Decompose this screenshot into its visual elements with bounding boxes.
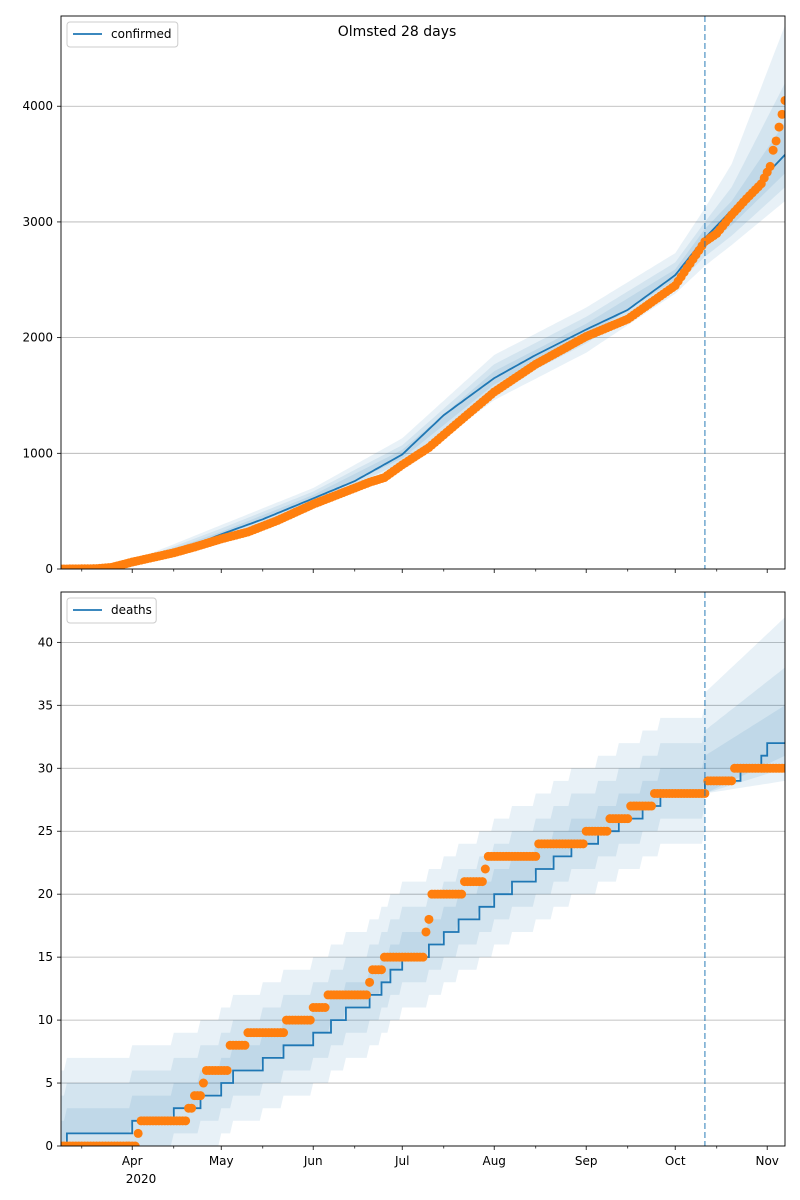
observed-point	[424, 914, 434, 924]
x-tick-label: Sep	[575, 1154, 598, 1168]
legend: deaths	[66, 597, 157, 624]
panel-confirmed: 0 1000 2000 3000 4000 confirmed	[22, 15, 786, 576]
observed-point	[768, 145, 778, 155]
observed-point	[623, 814, 633, 824]
x-tick-label: Apr	[122, 1154, 143, 1168]
x-tick-label: Jun	[303, 1154, 323, 1168]
observed-point	[240, 1040, 250, 1050]
observed-point	[765, 161, 775, 171]
observed-point	[477, 877, 487, 887]
legend: confirmed	[66, 21, 179, 48]
plot-frame	[60, 591, 786, 1147]
confirmed-model-line	[61, 154, 785, 569]
observed-point	[376, 965, 386, 975]
deaths-band-1	[61, 705, 705, 1146]
y-tick-label: 1000	[22, 446, 53, 460]
observed-point	[418, 952, 428, 962]
deaths-forecast-band-3	[704, 705, 785, 794]
legend-box	[66, 597, 157, 624]
deaths-forecast-band-2	[704, 667, 785, 794]
plot-frame	[60, 15, 786, 570]
y-tick-label: 0	[45, 562, 53, 576]
y-tick-label: 25	[38, 824, 53, 838]
y-tick-label: 3000	[22, 215, 53, 229]
y-tick-label: 35	[38, 698, 53, 712]
plot-area	[61, 617, 785, 1146]
legend-label: deaths	[111, 603, 152, 617]
observed-point	[187, 1103, 197, 1113]
y-tick-label: 5	[45, 1076, 53, 1090]
observed-point	[198, 1078, 208, 1088]
x-tick-label: Nov	[755, 1154, 778, 1168]
uncertainty-band-3	[61, 122, 785, 569]
y-tick-label: 40	[38, 635, 53, 649]
x-tick-label: Aug	[482, 1154, 505, 1168]
deaths-band-3	[61, 755, 705, 1146]
observed-point	[480, 864, 490, 874]
y-tick-label: 30	[38, 761, 53, 775]
chart-title: Olmsted 28 days	[338, 24, 457, 40]
observed-point	[133, 1128, 143, 1138]
observed-point	[222, 1065, 232, 1075]
observed-point	[457, 889, 467, 899]
observed-point	[780, 763, 785, 773]
plot-area	[61, 25, 785, 569]
legend-label: confirmed	[111, 27, 172, 41]
x-tick-label: Oct	[665, 1154, 686, 1168]
observed-point	[365, 977, 375, 987]
observed-point	[774, 122, 784, 132]
observed-point	[421, 927, 431, 937]
panel-deaths: 0 5 10 15 20 25 30 35 40 Apr May Jun Jul Aug Sep Oct Nov…	[38, 591, 786, 1168]
observed-point	[320, 1003, 330, 1012]
observed-point	[305, 1015, 315, 1025]
uncertainty-band-1	[61, 25, 785, 569]
y-tick-label: 4000	[22, 99, 53, 113]
deaths-forecast-band-1	[704, 617, 785, 794]
observed-point	[602, 826, 612, 836]
observed-point	[195, 1091, 205, 1101]
deaths-band-2	[61, 730, 705, 1146]
observed-point	[130, 1141, 140, 1146]
y-tick-label: 10	[38, 1013, 53, 1027]
observed-point	[181, 1116, 191, 1126]
observed-point	[362, 990, 372, 1000]
y-tick-label: 20	[38, 887, 53, 901]
observed-point	[777, 109, 785, 119]
x-tick-label: Jul	[394, 1154, 409, 1168]
legend-box	[66, 21, 179, 48]
observed-point	[727, 776, 737, 786]
observed-point	[531, 851, 541, 861]
uncertainty-band-2	[61, 83, 785, 569]
observed-point	[646, 801, 656, 811]
observed-point	[780, 95, 785, 105]
observed-point	[578, 839, 588, 849]
observed-point	[771, 136, 781, 146]
y-tick-label: 15	[38, 950, 53, 964]
x-year-label: 2020	[126, 1172, 157, 1186]
y-tick-label: 0	[45, 1139, 53, 1153]
observed-point	[279, 1028, 289, 1038]
x-tick-label: May	[209, 1154, 234, 1168]
y-tick-label: 2000	[22, 331, 53, 345]
